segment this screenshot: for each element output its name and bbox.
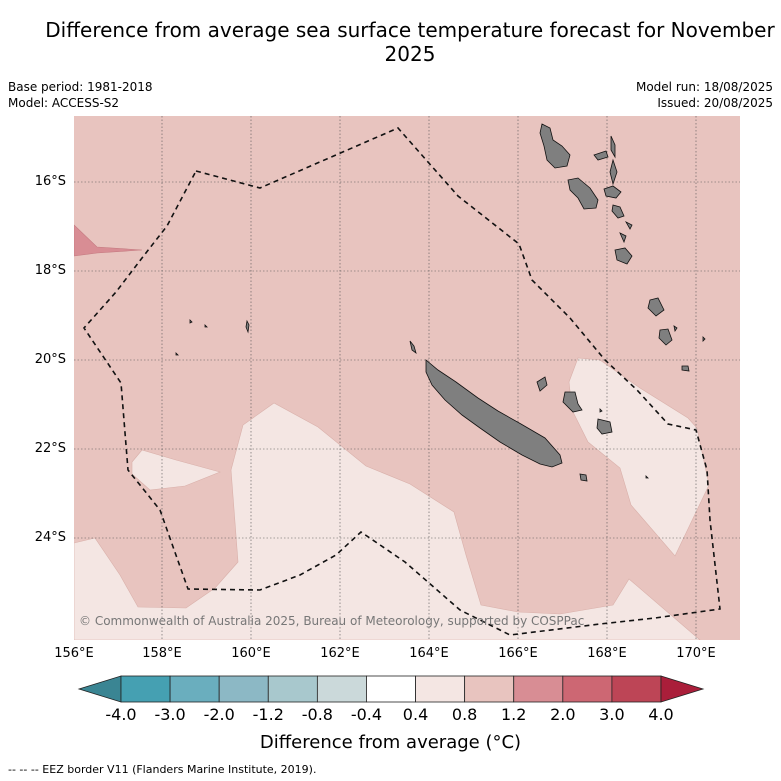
lon-label-158e: 158°E xyxy=(142,646,182,661)
island xyxy=(702,336,706,342)
meta-right: Model run: 18/08/2025 Issued: 20/08/2025 xyxy=(636,79,773,111)
gridlines xyxy=(74,116,740,640)
island xyxy=(673,325,678,333)
copyright-notice: © Commonwealth of Australia 2025, Bureau… xyxy=(79,614,585,628)
lon-label-162e: 162°E xyxy=(320,646,360,661)
island xyxy=(579,473,588,482)
colorbar-segment xyxy=(464,675,515,703)
colorbar-tick-label: -0.8 xyxy=(301,705,333,724)
island xyxy=(658,328,673,346)
lat-label-24s: 24°S xyxy=(34,530,66,545)
colorbar-extend-low xyxy=(77,675,122,703)
island xyxy=(204,324,208,328)
vanuatu-espiritu-santo xyxy=(539,123,571,169)
lon-label-170e: 170°E xyxy=(676,646,716,661)
island xyxy=(599,408,603,413)
colorbar-segment xyxy=(316,675,367,703)
island xyxy=(567,177,599,210)
colorbar-segment xyxy=(415,675,466,703)
island xyxy=(609,158,618,186)
lon-label-166e: 166°E xyxy=(498,646,538,661)
island xyxy=(593,150,609,161)
colorbar-tick-label: -2.0 xyxy=(203,705,235,724)
island xyxy=(189,319,193,324)
island xyxy=(596,418,613,435)
colorbar-tick-label: 4.0 xyxy=(648,705,674,724)
colorbar-segment xyxy=(366,675,416,703)
anomaly-hot-patch xyxy=(74,224,143,257)
anomaly-near-average-south xyxy=(74,402,701,640)
lat-label-16s: 16°S xyxy=(34,174,66,189)
colorbar-segment xyxy=(218,675,269,703)
colorbar-tick-label: -3.0 xyxy=(154,705,186,724)
colorbar-segment xyxy=(611,675,662,703)
island xyxy=(614,247,633,265)
lat-label-22s: 22°S xyxy=(34,441,66,456)
colorbar-tick-label: 0.8 xyxy=(451,705,478,724)
eez-footnote: -- -- -- EEZ border V11 (Flanders Marine… xyxy=(8,763,317,776)
new-caledonia xyxy=(425,359,563,468)
colorbar-segment xyxy=(120,675,171,703)
colorbar-segment xyxy=(513,675,564,703)
lon-label-164e: 164°E xyxy=(409,646,449,661)
lat-label-20s: 20°S xyxy=(34,352,66,367)
colorbar-tick-label: -1.2 xyxy=(252,705,284,724)
colorbar-tick-label: 3.0 xyxy=(599,705,625,724)
island xyxy=(610,135,616,159)
colorbar-title: Difference from average (°C) xyxy=(259,732,522,753)
model-name: Model: ACCESS-S2 xyxy=(8,96,120,110)
lon-label-156e: 156°E xyxy=(54,646,94,661)
lon-label-160e: 160°E xyxy=(231,646,271,661)
island xyxy=(681,365,690,372)
colorbar xyxy=(77,675,705,703)
colorbar-tick-label: 2.0 xyxy=(550,705,576,724)
lat-label-18s: 18°S xyxy=(34,263,66,278)
island xyxy=(611,204,625,219)
anomaly-near-average-west xyxy=(131,449,221,491)
lon-label-168e: 168°E xyxy=(587,646,627,661)
island xyxy=(175,352,179,356)
colorbar-tick-label: -4.0 xyxy=(105,705,137,724)
colorbar-segment xyxy=(267,675,318,703)
chart-title: Difference from average sea surface temp… xyxy=(45,18,775,66)
model-run: Model run: 18/08/2025 xyxy=(635,80,773,94)
loyalty-islands xyxy=(562,391,583,413)
colorbar-segment xyxy=(562,675,613,703)
island xyxy=(619,232,627,244)
eez-border xyxy=(82,127,721,636)
colorbar-tick-label: 1.2 xyxy=(500,705,527,724)
colorbar-segment xyxy=(169,675,220,703)
base-period: Base period: 1981-2018 xyxy=(8,80,153,94)
island xyxy=(645,475,649,479)
island xyxy=(536,376,548,392)
colorbar-tick-label: -0.4 xyxy=(350,705,383,724)
land-masses xyxy=(175,123,706,482)
colorbar-extend-high xyxy=(660,675,705,703)
meta-left: Base period: 1981-2018 Model: ACCESS-S2 xyxy=(8,79,153,111)
island xyxy=(409,340,417,355)
colorbar-tick-label: 0.4 xyxy=(402,705,429,724)
island xyxy=(647,297,665,317)
island xyxy=(624,221,633,230)
island xyxy=(603,185,622,199)
island xyxy=(245,319,250,334)
issued-date: Issued: 20/08/2025 xyxy=(657,96,773,110)
